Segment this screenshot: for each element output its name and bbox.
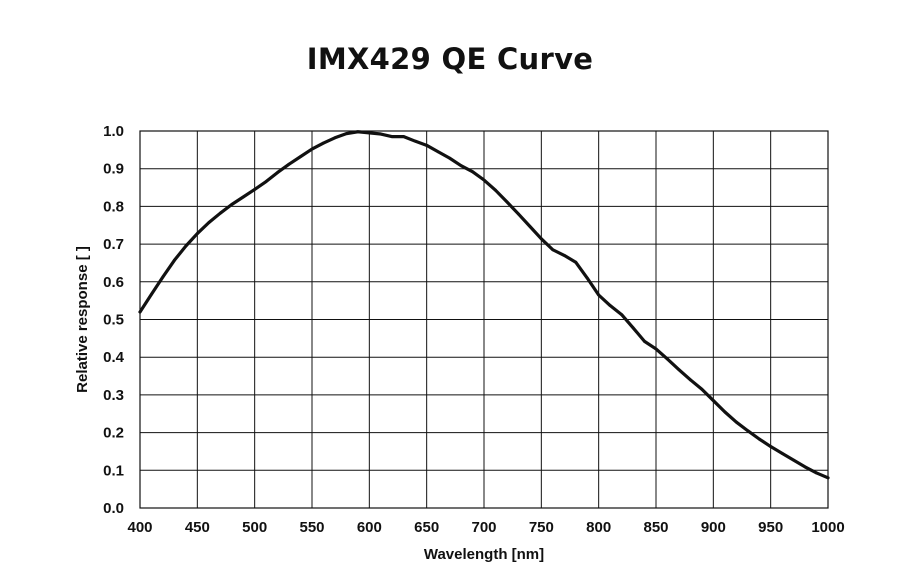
y-tick-label: 0.2 (103, 425, 124, 442)
y-tick-label: 0.5 (103, 312, 124, 329)
x-tick-label: 800 (586, 519, 611, 536)
data-point (287, 162, 291, 166)
data-point (769, 445, 773, 448)
data-point (597, 293, 601, 297)
data-point (643, 339, 646, 343)
data-point (241, 195, 245, 199)
data-point (562, 254, 566, 257)
y-tick-label: 0.8 (103, 198, 124, 215)
data-point (826, 476, 830, 480)
plot-frame (139, 130, 829, 509)
data-point (448, 156, 451, 160)
x-tick-label: 950 (758, 519, 783, 536)
data-point (803, 465, 807, 469)
data-point (218, 211, 222, 215)
data-point (711, 399, 715, 402)
data-point (734, 420, 738, 424)
x-axis-label: Wavelength [nm] (424, 546, 544, 563)
data-point (356, 130, 360, 134)
x-tick-label: 450 (185, 519, 210, 536)
x-tick-label: 750 (529, 519, 554, 536)
data-point (757, 437, 761, 441)
series-layer (138, 130, 830, 480)
y-tick-label: 0.0 (103, 500, 124, 517)
data-point (367, 131, 371, 135)
x-axis: 400 450 500 550 600 650 700 750 800 850 900 950 1000 (127, 519, 844, 536)
data-point (746, 429, 750, 433)
data-point (677, 368, 681, 372)
y-axis-label: Relative response [ ] (74, 246, 91, 393)
data-point (150, 292, 153, 296)
data-point (505, 200, 509, 204)
x-tick-label: 700 (471, 519, 496, 536)
x-tick-label: 400 (127, 519, 152, 536)
data-point (436, 150, 440, 154)
data-point (689, 378, 692, 382)
x-tick-label: 550 (299, 519, 324, 536)
data-point (528, 224, 532, 228)
data-point (425, 143, 429, 147)
data-point (700, 387, 704, 391)
data-point (780, 451, 784, 455)
data-point (459, 164, 463, 168)
y-tick-label: 0.1 (103, 462, 124, 479)
y-tick-label: 0.6 (103, 274, 124, 291)
data-point (195, 232, 199, 235)
data-point (253, 188, 257, 191)
y-tick-label: 0.9 (103, 161, 124, 178)
data-point (276, 171, 279, 174)
data-point (322, 141, 325, 145)
data-point (815, 471, 818, 475)
data-point (310, 147, 314, 151)
data-point (551, 248, 555, 252)
data-point (230, 203, 234, 206)
y-tick-label: 0.4 (103, 349, 125, 366)
data-point (723, 410, 727, 414)
data-point (299, 155, 302, 159)
data-point (345, 132, 348, 136)
data-point (333, 136, 337, 140)
data-point (173, 258, 176, 262)
y-axis: 0.0 0.1 0.2 0.3 0.4 0.5 0.6 0.7 0.8 0.9 1.0 (103, 123, 125, 517)
data-point (402, 135, 406, 139)
data-point (620, 313, 623, 316)
data-point (608, 304, 612, 307)
x-tick-label: 600 (357, 519, 382, 536)
data-point (379, 132, 383, 136)
y-tick-label: 0.7 (103, 236, 124, 253)
data-point (482, 178, 486, 182)
data-point (138, 310, 142, 314)
y-tick-label: 1.0 (103, 123, 124, 140)
x-tick-label: 650 (414, 519, 439, 536)
grid (139, 130, 829, 509)
data-point (207, 221, 211, 225)
data-point (264, 180, 268, 183)
data-point (161, 275, 165, 279)
y-tick-label: 0.3 (103, 387, 124, 404)
data-point (631, 326, 635, 330)
data-point (539, 237, 543, 241)
chart-title: IMX429 QE Curve (306, 42, 594, 76)
data-point (654, 347, 658, 351)
x-tick-label: 1000 (811, 519, 844, 536)
data-point (517, 212, 520, 216)
x-tick-label: 500 (242, 519, 267, 536)
x-tick-label: 850 (643, 519, 668, 536)
data-point (471, 170, 474, 174)
data-point (574, 260, 578, 264)
x-tick-label: 900 (701, 519, 726, 536)
data-point (666, 357, 669, 361)
data-point (792, 458, 795, 462)
data-point (413, 139, 417, 143)
data-point (184, 244, 188, 248)
data-point (390, 135, 394, 139)
data-point (494, 188, 497, 192)
data-point (585, 276, 589, 280)
